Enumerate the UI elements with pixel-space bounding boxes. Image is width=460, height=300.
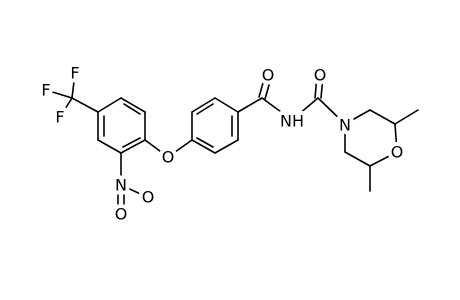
atom-label: NH <box>280 112 304 131</box>
atom-label: F <box>55 108 64 127</box>
atom-label: O <box>142 188 155 207</box>
atom-label: O <box>162 148 175 167</box>
atom-label: N <box>115 176 127 195</box>
atom-label: O <box>314 66 327 85</box>
atom-label: O <box>391 143 404 162</box>
atom-label: N <box>339 116 351 135</box>
atom-label: F <box>70 64 79 83</box>
atom-label: O <box>115 205 128 224</box>
atom-labels: F F F O N O O O NH O N O <box>37 60 407 228</box>
atom-label: F <box>41 81 50 100</box>
bonds <box>45 72 419 214</box>
atom-label: O <box>262 66 275 85</box>
